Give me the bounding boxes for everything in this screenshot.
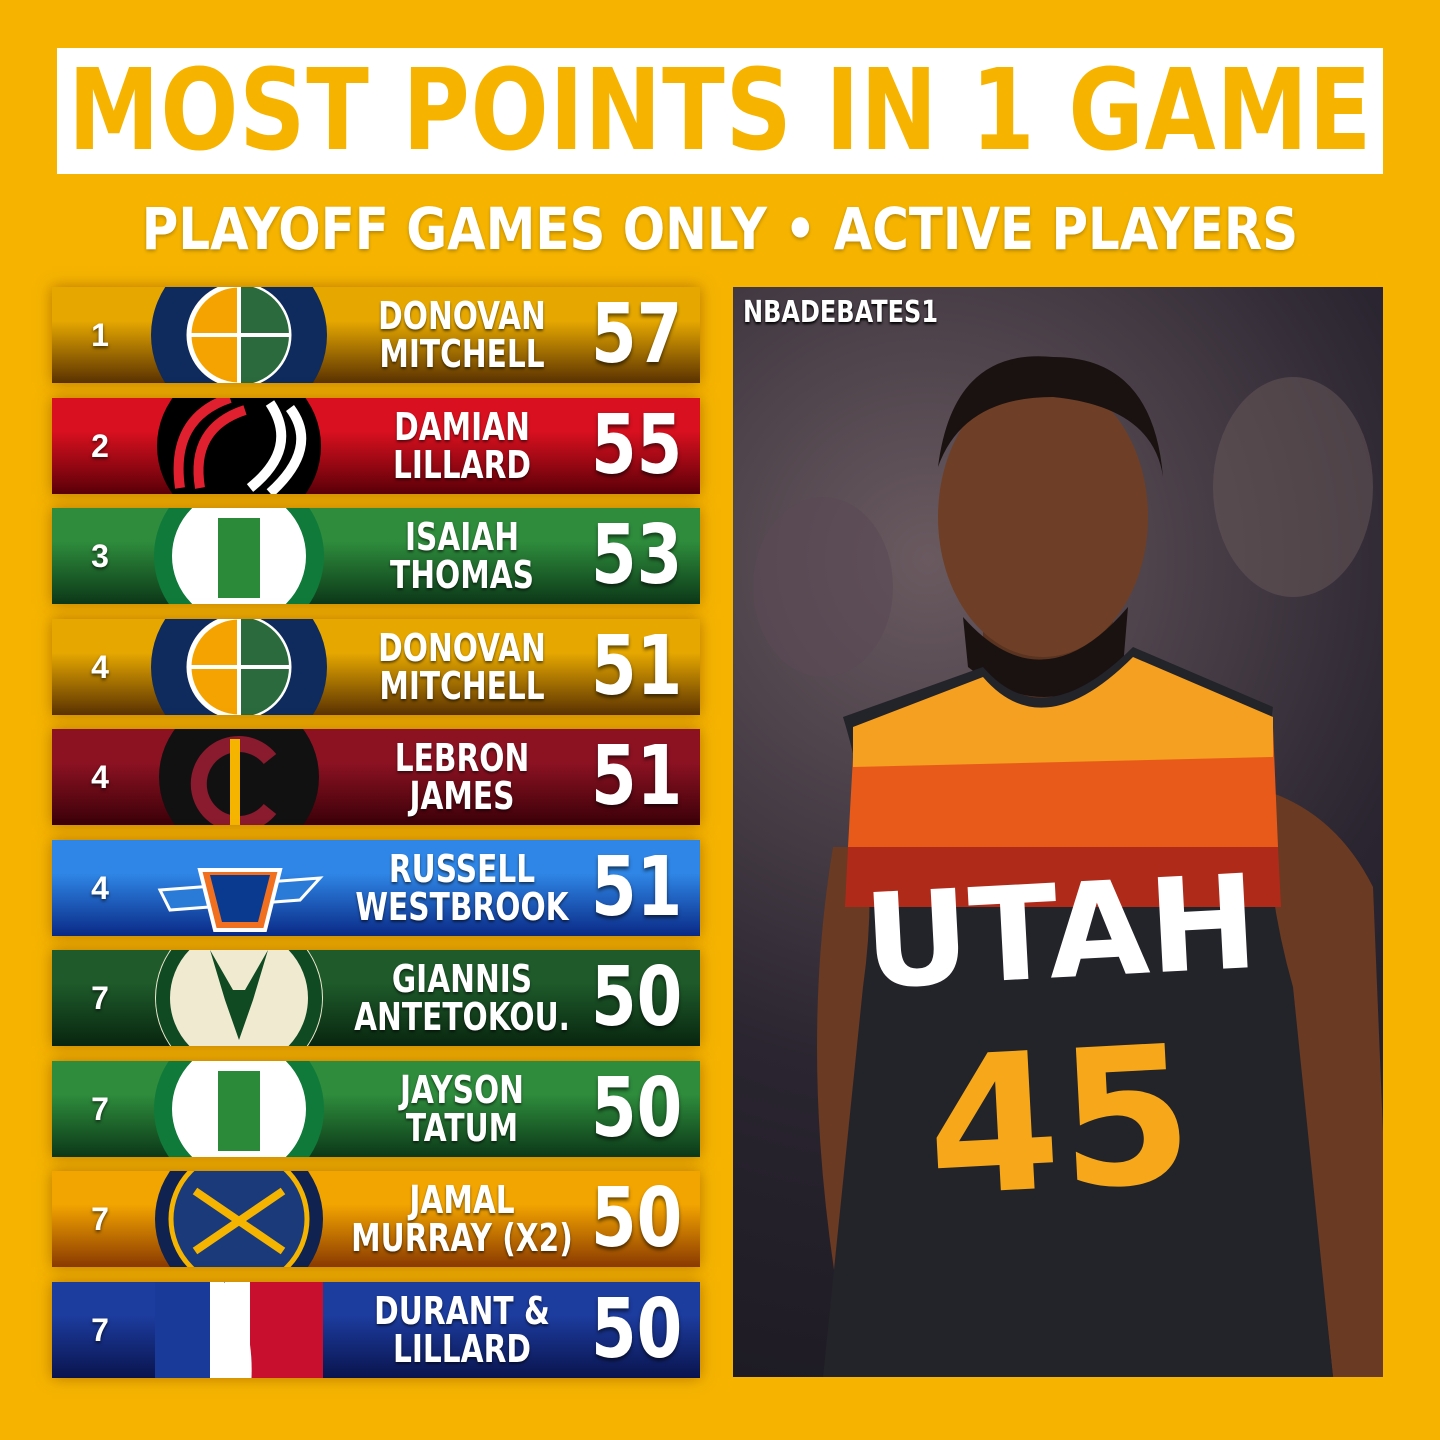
points: 50	[591, 950, 683, 1045]
milwaukee-bucks-logo	[155, 950, 323, 1046]
ranking-row: 4 DONOVAN MITCHELL 51	[52, 618, 700, 715]
player-illustration: UTAH 45	[753, 356, 1383, 1377]
jersey-number: 45	[922, 1004, 1198, 1239]
points: 51	[591, 729, 683, 824]
rank: 4	[91, 869, 109, 906]
points: 51	[591, 618, 683, 714]
page-title: MOST POINTS IN 1 GAME	[67, 46, 1373, 176]
points: 57	[591, 287, 683, 382]
name-line-2: LILLARD	[392, 442, 532, 487]
rank: 3	[91, 538, 109, 574]
player-name: LEBRON JAMES	[368, 729, 555, 825]
name-line-1: GIANNIS	[391, 957, 533, 1001]
rank: 2	[91, 427, 109, 464]
name-line-1: LEBRON	[394, 736, 530, 780]
ranking-row: 7 JAMAL MURRAY (X2) 50	[52, 1171, 700, 1267]
player-name: DURANT & LILLARD	[368, 1282, 555, 1378]
points: 53	[591, 508, 683, 603]
rank: 1	[91, 317, 109, 353]
name-line-1: JAYSON	[400, 1067, 524, 1112]
rank: 7	[91, 1090, 109, 1127]
jersey-text: UTAH	[860, 846, 1261, 1018]
points: 51	[591, 839, 683, 935]
utah-jazz-logo	[151, 618, 327, 715]
ranking-row: 4 RUSSELL WESTBROOK 51	[52, 839, 700, 936]
rank: 4	[91, 759, 109, 795]
player-name: RUSSELL WESTBROOK	[355, 840, 568, 936]
name-line-1: DURANT &	[374, 1288, 550, 1333]
player-name: DONOVAN MITCHELL	[368, 287, 555, 383]
ranking-row: 1 DONOVAN MITCHELL 57	[52, 287, 700, 383]
ranking-row: 7 JAYSON TATUM 50	[52, 1060, 700, 1157]
name-line-2: MITCHELL	[379, 663, 545, 708]
points: 50	[591, 1060, 683, 1156]
ranking-row: 2 DAMIAN LILLARD 55	[52, 397, 700, 494]
name-line-1: JAMAL	[409, 1178, 515, 1222]
boston-celtics-logo	[154, 1060, 324, 1157]
points: 55	[591, 397, 683, 493]
ranking-row: 4 LEBRON JAMES 51	[52, 729, 700, 825]
points: 50	[591, 1171, 683, 1266]
points: 50	[591, 1281, 683, 1377]
name-line-2: LILLARD	[392, 1326, 532, 1371]
player-name: GIANNIS ANTETOKOU.	[354, 950, 570, 1046]
cleveland-cavaliers-logo	[159, 729, 319, 825]
page-subtitle: PLAYOFF GAMES ONLY • ACTIVE PLAYERS	[141, 195, 1299, 263]
name-line-1: RUSSELL	[388, 846, 536, 891]
rank: 7	[91, 1201, 109, 1237]
denver-nuggets-logo	[155, 1171, 323, 1267]
watermark: NBADEBATES1	[743, 295, 939, 330]
name-line-1: DAMIAN	[394, 404, 530, 449]
player-name: JAYSON TATUM	[368, 1061, 555, 1157]
player-name: DONOVAN MITCHELL	[368, 619, 555, 715]
boston-celtics-logo	[154, 508, 324, 604]
name-line-2: JAMES	[409, 774, 515, 818]
okc-thunder-logo	[157, 867, 324, 932]
name-line-2: ANTETOKOU.	[354, 995, 570, 1039]
player-photo: UTAH 45 NBADEBATES1	[733, 287, 1383, 1377]
name-line-2: MITCHELL	[379, 332, 545, 376]
player-name: DAMIAN LILLARD	[368, 398, 555, 494]
rank: 7	[91, 980, 109, 1016]
name-line-2: THOMAS	[389, 553, 535, 597]
ranking-row: 7 GIANNIS ANTETOKOU. 50	[52, 950, 700, 1046]
name-line-1: DONOVAN	[378, 294, 546, 338]
player-name: ISAIAH THOMAS	[368, 508, 555, 604]
ranking-row: 3 ISAIAH THOMAS 53	[52, 508, 700, 604]
title-banner: MOST POINTS IN 1 GAME	[57, 46, 1383, 176]
rank: 7	[91, 1311, 109, 1348]
name-line-2: MURRAY (X2)	[351, 1216, 573, 1260]
name-line-2: WESTBROOK	[355, 884, 569, 929]
utah-jazz-logo	[151, 287, 327, 383]
name-line-2: TATUM	[405, 1105, 519, 1150]
ranking-row: 7 DURANT & LILLARD 50	[52, 1281, 700, 1378]
player-name: JAMAL MURRAY (X2)	[351, 1171, 573, 1267]
rank: 4	[91, 648, 109, 685]
name-line-1: DONOVAN	[378, 625, 546, 670]
name-line-1: ISAIAH	[404, 515, 520, 559]
nba-logo	[155, 1281, 323, 1378]
portland-trail-blazers-logo	[157, 397, 321, 494]
